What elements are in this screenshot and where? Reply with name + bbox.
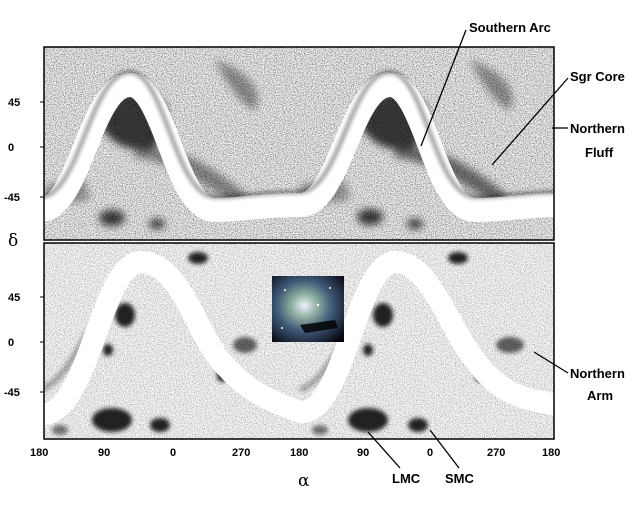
smc-leader [429,429,460,469]
annotations [367,29,569,469]
sgr-core-leader [491,77,569,166]
lmc-leader [367,431,401,469]
galaxy-photo-icon [272,276,344,342]
top-band [44,72,554,223]
x-ticks: 180 90 0 270 180 90 0 270 180 [30,447,560,459]
x-tick-0a: 0 [170,447,176,459]
label-smc: SMC [445,471,475,486]
y-ticks-bottom: 45 0 -45 [4,292,44,399]
top-panel-frame [43,46,555,241]
y-ticks-top: 45 0 -45 [4,97,44,204]
x-tick-90b: 90 [357,447,369,459]
y-tick-bottom-0: 0 [8,337,14,349]
bottom-panel-frame [43,242,555,440]
label-lmc: LMC [392,471,421,486]
label-northern-fluff-line2: Fluff [585,145,614,160]
label-sgr-core: Sgr Core [570,69,625,84]
northern-arm-leader [533,351,569,374]
y-tick-top-45: 45 [8,97,20,109]
x-tick-180b: 180 [290,447,308,459]
y-axis-symbol: δ [8,231,18,251]
label-northern-fluff-line1: Northern [570,121,625,136]
x-tick-90a: 90 [98,447,110,459]
bottom-band [44,250,554,426]
y-tick-bottom-45: 45 [8,292,20,304]
y-tick-top-neg45: -45 [4,192,20,204]
x-tick-180c: 180 [542,447,560,459]
label-northern-arm-line1: Northern [570,366,625,381]
y-tick-bottom-neg45: -45 [4,387,20,399]
x-axis-symbol: α [298,471,310,491]
southern-arc-leader [420,29,467,147]
label-southern-arc: Southern Arc [469,20,551,35]
x-tick-270a: 270 [232,447,250,459]
x-tick-180a: 180 [30,447,48,459]
label-northern-arm-line2: Arm [587,388,613,403]
y-tick-top-0: 0 [8,142,14,154]
x-tick-270b: 270 [487,447,505,459]
top-panel [44,47,554,240]
x-tick-0b: 0 [427,447,433,459]
